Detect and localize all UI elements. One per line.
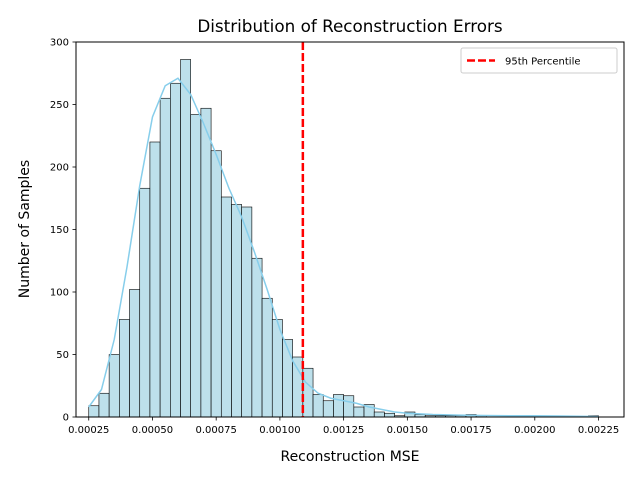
histogram-bar (190, 114, 202, 418)
y-tick-label: 250 (50, 100, 69, 111)
histogram-bar (108, 354, 120, 418)
histogram-bar (292, 356, 304, 418)
histogram-bar (261, 297, 273, 418)
histogram-bar (180, 59, 191, 418)
histogram-bar (333, 394, 344, 418)
y-tick-label: 300 (50, 38, 69, 49)
histogram-bar (282, 339, 293, 418)
x-tick-label: 0.00125 (323, 425, 364, 436)
y-tick-label: 200 (50, 163, 69, 174)
histogram-bar (159, 97, 171, 418)
y-axis: 0 50 100 150 200 250 300 (50, 38, 76, 424)
y-tick-label: 50 (56, 350, 69, 361)
histogram-bar (88, 405, 100, 418)
histogram-bars (88, 59, 599, 418)
histogram-bar (200, 107, 212, 418)
histogram-bar (119, 319, 130, 418)
histogram-bar (312, 394, 324, 418)
x-tick-label: 0.00150 (387, 425, 428, 436)
histogram-bar (251, 257, 263, 418)
histogram-bar (343, 395, 355, 418)
x-tick-label: 0.00050 (132, 425, 173, 436)
histogram-bar (220, 196, 232, 418)
y-tick-label: 0 (63, 413, 69, 424)
histogram-bar (210, 150, 222, 418)
histogram-bar (149, 141, 161, 418)
legend-label: 95th Percentile (505, 57, 581, 68)
x-tick-label: 0.00175 (450, 425, 491, 436)
histogram-bar (139, 187, 151, 418)
x-tick-label: 0.00075 (196, 425, 237, 436)
chart-title: Distribution of Reconstruction Errors (197, 16, 502, 36)
legend: 95th Percentile (460, 47, 618, 74)
histogram-bar (373, 411, 385, 418)
histogram-bar (170, 82, 181, 418)
histogram-bar (322, 400, 334, 418)
x-axis-title: Reconstruction MSE (280, 449, 419, 465)
y-tick-label: 100 (50, 288, 69, 299)
histogram-bar (241, 206, 253, 418)
histogram-bar (384, 412, 395, 418)
x-axis: 0.00025 0.00050 0.00075 0.00100 0.00125 0.001… (68, 417, 619, 436)
kde-curve (88, 77, 599, 418)
histogram-bar (302, 367, 314, 418)
y-axis-title: Number of Samples (17, 160, 33, 298)
x-tick-label: 0.00025 (68, 425, 109, 436)
histogram-bar (98, 392, 110, 418)
histogram-bar (353, 406, 365, 418)
x-tick-label: 0.00225 (578, 425, 619, 436)
histogram-bar (231, 204, 242, 418)
y-tick-label: 150 (50, 225, 69, 236)
x-tick-label: 0.00100 (259, 425, 300, 436)
legend-box (460, 47, 618, 74)
histogram-bar (129, 289, 141, 418)
histogram-bar (271, 319, 283, 418)
x-tick-label: 0.00200 (514, 425, 555, 436)
